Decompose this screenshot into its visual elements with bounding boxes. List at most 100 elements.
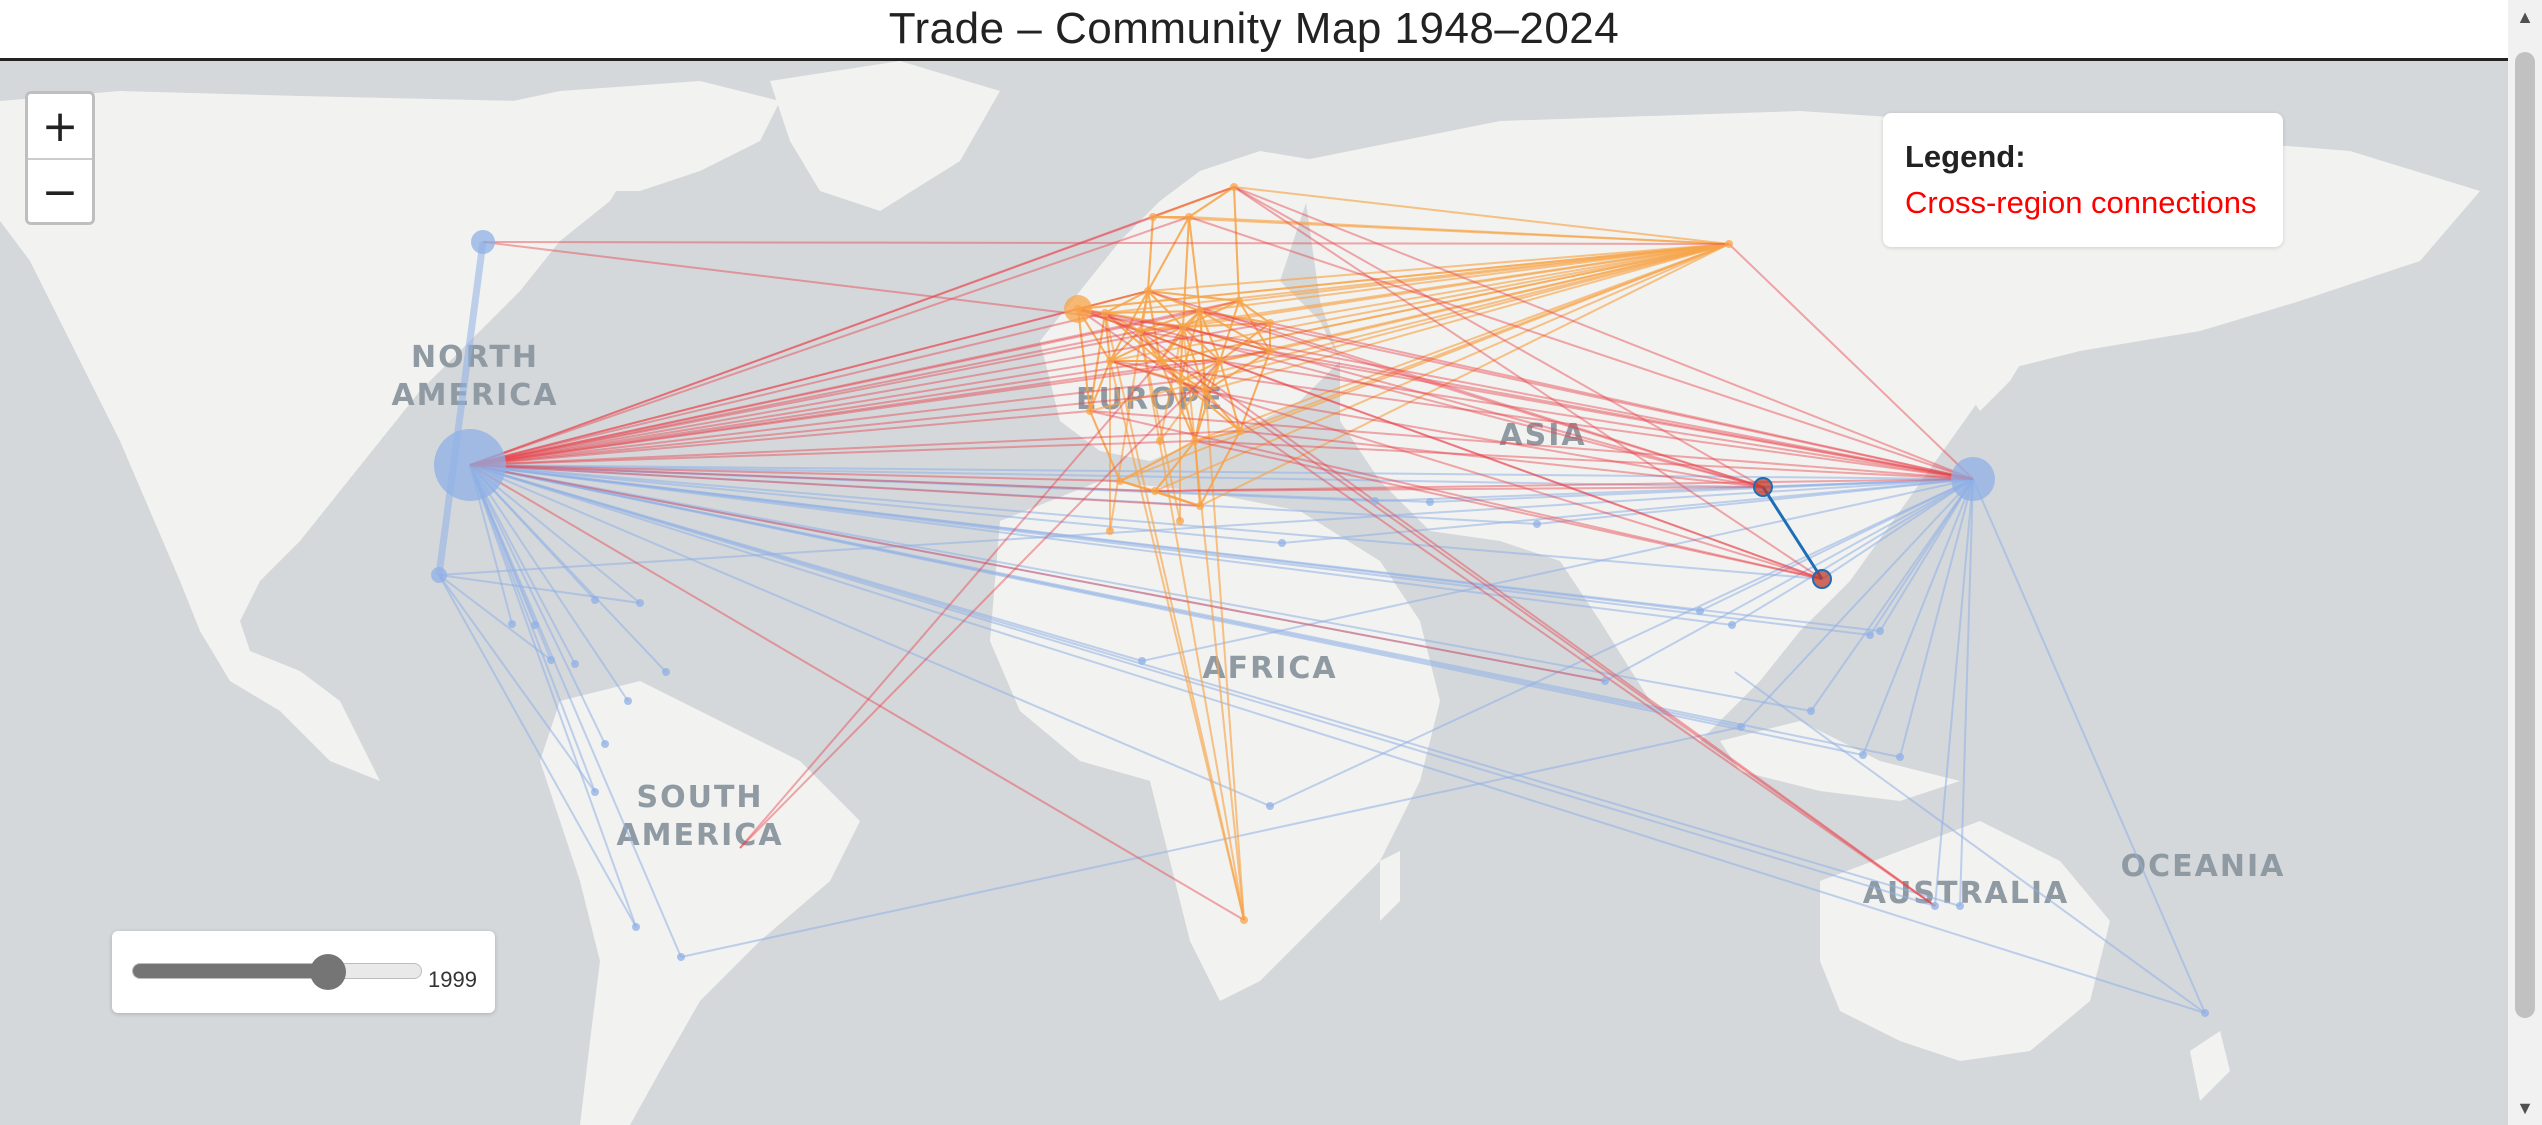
node-mexico[interactable]: [431, 567, 447, 583]
orange-edge: [1147, 290, 1184, 328]
node-blue[interactable]: [1266, 802, 1274, 810]
node-orange[interactable]: [1156, 357, 1164, 365]
vertical-scrollbar[interactable]: ▲ ▼: [2508, 0, 2542, 1125]
legend-item-cross-region: Cross-region connections: [1905, 185, 2257, 220]
blue-edge: [1934, 478, 1974, 907]
node-blue[interactable]: [531, 621, 539, 629]
title-bar: Trade – Community Map 1948–2024: [0, 0, 2508, 61]
node-blue[interactable]: [1859, 751, 1867, 759]
node-orange[interactable]: [1196, 307, 1204, 315]
orange-edge: [1269, 243, 1730, 352]
blue-edge: [1899, 478, 1974, 758]
cross-region-edges: [469, 186, 1974, 921]
year-slider-track[interactable]: [132, 954, 422, 990]
node-orange[interactable]: [1149, 213, 1157, 221]
zoom-out-button[interactable]: −: [28, 158, 92, 222]
node-blue[interactable]: [1533, 520, 1541, 528]
node-canada[interactable]: [471, 230, 495, 254]
node-orange[interactable]: [1216, 357, 1224, 365]
node-blue[interactable]: [1931, 902, 1939, 910]
scroll-down-icon[interactable]: ▼: [2516, 1097, 2534, 1118]
blue-edge: [438, 574, 552, 661]
node-highlight-a[interactable]: [1753, 477, 1773, 497]
node-blue[interactable]: [1601, 677, 1609, 685]
node-orange[interactable]: [1201, 387, 1209, 395]
node-orange[interactable]: [1176, 517, 1184, 525]
orange-edge: [1159, 310, 1201, 362]
orange-edge: [1077, 243, 1730, 310]
node-orange[interactable]: [1086, 407, 1094, 415]
red-edge: [469, 300, 1240, 466]
node-highlight-b[interactable]: [1812, 569, 1832, 589]
blue-edge: [1959, 478, 1974, 907]
node-orange[interactable]: [1144, 287, 1152, 295]
node-blue[interactable]: [508, 620, 516, 628]
node-blue[interactable]: [1807, 707, 1815, 715]
node-orange[interactable]: [1101, 309, 1109, 317]
node-blue[interactable]: [1866, 631, 1874, 639]
node-orange[interactable]: [1179, 323, 1187, 331]
node-blue[interactable]: [547, 656, 555, 664]
orange-edge: [1147, 216, 1154, 292]
node-blue[interactable]: [1278, 539, 1286, 547]
node-blue[interactable]: [624, 697, 632, 705]
orange-edge: [1179, 326, 1184, 382]
scroll-up-icon[interactable]: ▲: [2516, 6, 2534, 27]
node-blue[interactable]: [1737, 723, 1745, 731]
node-japan[interactable]: [1951, 457, 1995, 501]
node-blue[interactable]: [1876, 627, 1884, 635]
node-orange[interactable]: [1236, 427, 1244, 435]
node-blue[interactable]: [1896, 753, 1904, 761]
node-orange[interactable]: [1106, 357, 1114, 365]
node-blue[interactable]: [591, 596, 599, 604]
node-orange[interactable]: [1725, 240, 1733, 248]
blue-edge: [438, 574, 596, 793]
year-slider-thumb[interactable]: [309, 954, 346, 990]
node-blue[interactable]: [2201, 1009, 2209, 1017]
node-orange[interactable]: [1151, 487, 1159, 495]
orange-edge: [1139, 330, 1181, 522]
blue-edge: [1731, 478, 1974, 626]
blue-edge: [1734, 671, 2206, 1014]
node-blue[interactable]: [636, 599, 644, 607]
node-orange[interactable]: [1196, 502, 1204, 510]
scrollbar-thumb[interactable]: [2515, 52, 2535, 1018]
node-orange[interactable]: [1185, 213, 1193, 221]
node-orange[interactable]: [1106, 527, 1114, 535]
node-blue[interactable]: [591, 788, 599, 796]
node-blue[interactable]: [632, 923, 640, 931]
node-orange[interactable]: [1116, 477, 1124, 485]
node-blue[interactable]: [1371, 497, 1379, 505]
node-blue[interactable]: [1138, 657, 1146, 665]
node-blue[interactable]: [662, 668, 670, 676]
node-blue[interactable]: [1426, 498, 1434, 506]
orange-edge: [1089, 360, 1111, 412]
node-orange[interactable]: [1156, 437, 1164, 445]
zoom-in-button[interactable]: +: [28, 94, 92, 158]
node-blue[interactable]: [1956, 902, 1964, 910]
node-orange[interactable]: [1074, 305, 1082, 313]
node-orange[interactable]: [1266, 347, 1274, 355]
map-view[interactable]: NORTH AMERICA EUROPE ASIA AFRICA SOUTH AME…: [0, 61, 2508, 1125]
node-blue[interactable]: [677, 953, 685, 961]
map-canvas[interactable]: NORTH AMERICA EUROPE ASIA AFRICA SOUTH AME…: [0, 61, 2508, 1125]
blue-edge: [1821, 478, 1974, 580]
community-edges-europe: [1077, 186, 1730, 921]
node-orange[interactable]: [1240, 916, 1248, 924]
red-edge: [469, 464, 1121, 482]
node-blue[interactable]: [1728, 621, 1736, 629]
year-slider-value: 1999: [428, 967, 477, 992]
orange-edge: [1182, 243, 1730, 328]
red-edge: [1204, 390, 1764, 488]
node-orange[interactable]: [1230, 183, 1238, 191]
red-edge: [1182, 326, 1764, 488]
node-blue[interactable]: [1696, 607, 1704, 615]
node-orange[interactable]: [1191, 437, 1199, 445]
node-orange[interactable]: [1235, 297, 1243, 305]
node-blue[interactable]: [601, 740, 609, 748]
node-united-states[interactable]: [434, 429, 506, 501]
node-blue[interactable]: [571, 660, 579, 668]
node-orange[interactable]: [1176, 377, 1184, 385]
node-orange[interactable]: [1266, 319, 1274, 327]
node-orange[interactable]: [1136, 327, 1144, 335]
